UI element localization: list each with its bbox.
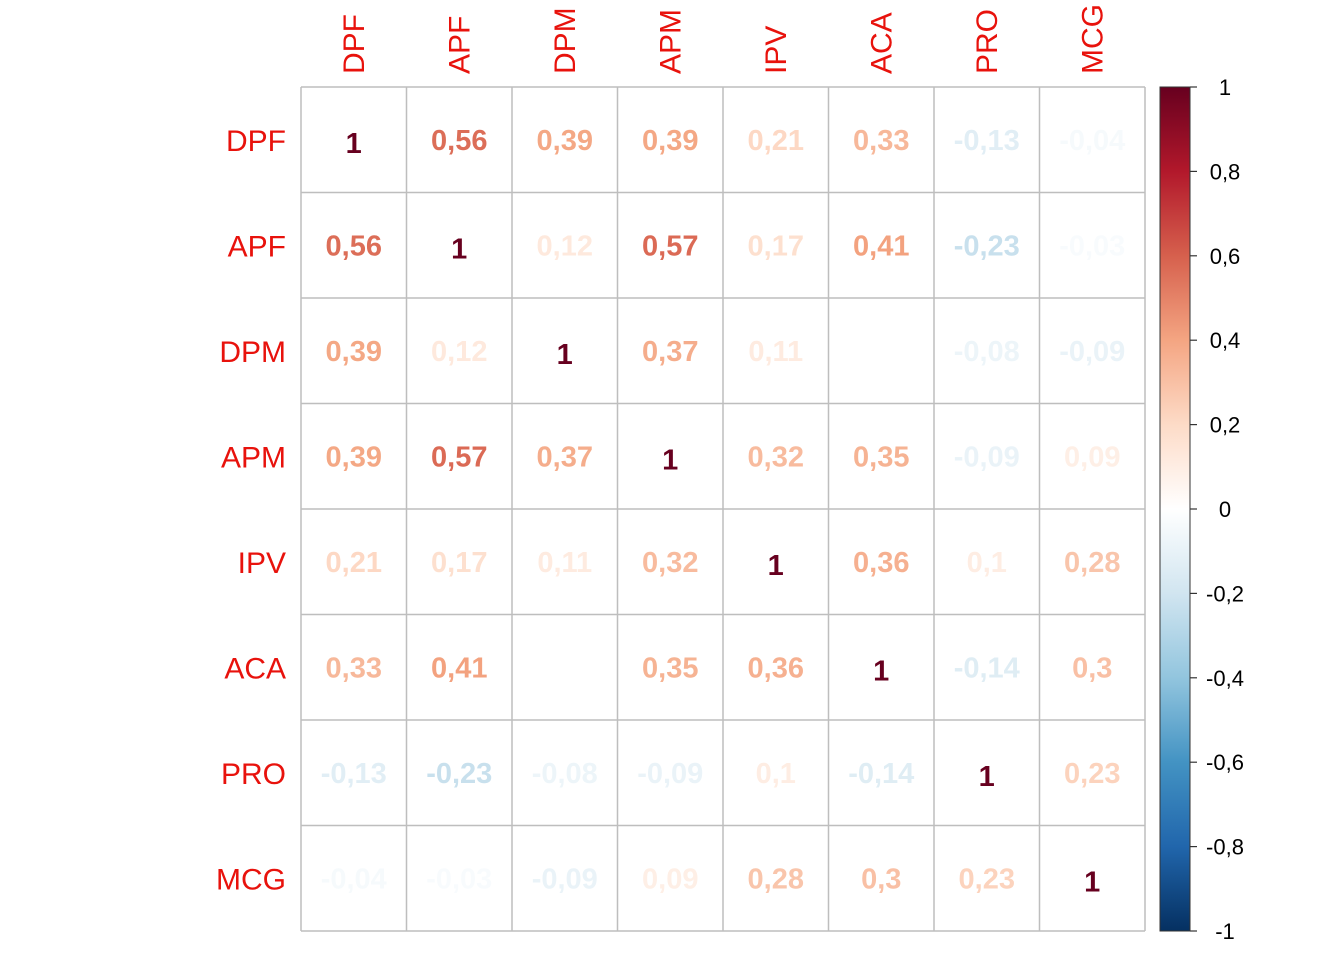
cell-value-apf-dpf: 0,56 — [326, 230, 382, 262]
cell-value-apm-apf: 0,57 — [431, 441, 487, 473]
col-label-apm: APM — [654, 9, 687, 74]
cell-value-pro-aca: -0,14 — [848, 758, 914, 790]
cell-value-apm-aca: 0,35 — [853, 441, 909, 473]
row-label-dpm: DPM — [219, 336, 286, 369]
cell-value-aca-mcg: 0,3 — [1072, 652, 1112, 684]
col-label-aca: ACA — [865, 12, 898, 74]
cell-value-aca-pro: -0,14 — [954, 652, 1020, 684]
column-labels: DPF APF DPM APM IPV ACA PRO MCG — [338, 4, 1110, 74]
cell-value-dpf-dpm: 0,39 — [537, 125, 593, 157]
cell-value-apm-mcg: 0,09 — [1064, 441, 1120, 473]
row-label-apf: APF — [228, 230, 286, 263]
cell-value-apf-apf: 1 — [451, 233, 467, 265]
cell-value-dpf-apm: 0,39 — [642, 125, 698, 157]
cell-value-aca-dpm: 0 — [557, 652, 573, 684]
cell-value-apm-pro: -0,09 — [954, 441, 1020, 473]
cell-value-apf-dpm: 0,12 — [537, 230, 593, 262]
cell-value-pro-apm: -0,09 — [637, 758, 703, 790]
cell-value-ipv-dpm: 0,11 — [537, 547, 592, 579]
row-label-dpf: DPF — [226, 125, 286, 158]
row-label-aca: ACA — [224, 652, 286, 685]
cell-value-dpf-aca: 0,33 — [853, 125, 909, 157]
row-labels: DPF APF DPM APM IPV ACA PRO MCG — [216, 125, 286, 897]
cell-value-ipv-apf: 0,17 — [431, 547, 487, 579]
cell-value-dpf-dpf: 1 — [346, 128, 362, 160]
cell-value-dpf-ipv: 0,21 — [748, 125, 804, 157]
colorbar-tick-label: -0,4 — [1206, 666, 1244, 691]
cell-value-dpm-ipv: 0,11 — [748, 336, 803, 368]
colorbar-tick-label: -1 — [1215, 919, 1235, 944]
colorbar-gradient — [1159, 86, 1191, 932]
cell-value-dpm-aca: 0 — [873, 336, 889, 368]
row-label-apm: APM — [221, 441, 286, 474]
col-label-dpf: DPF — [338, 14, 371, 74]
cell-value-aca-apm: 0,35 — [642, 652, 698, 684]
cell-value-dpm-dpm: 1 — [557, 339, 573, 371]
cell-value-pro-apf: -0,23 — [426, 758, 492, 790]
colorbar-tick-label: -0,6 — [1206, 750, 1244, 775]
cell-value-pro-pro: 1 — [979, 761, 995, 793]
cell-value-mcg-apf: -0,03 — [426, 863, 492, 895]
cell-value-aca-apf: 0,41 — [431, 652, 487, 684]
col-label-pro: PRO — [971, 9, 1004, 74]
row-label-mcg: MCG — [216, 863, 286, 896]
cell-value-ipv-mcg: 0,28 — [1064, 547, 1120, 579]
colorbar-legend: 1 0,8 0,6 0,4 0,2 0 -0,2 -0,4 -0,6 -0,8 -1 — [1159, 75, 1244, 944]
colorbar-tick-label: 0 — [1219, 497, 1231, 522]
cell-value-dpf-mcg: -0,04 — [1059, 125, 1125, 157]
colorbar-tick-label: -0,2 — [1206, 581, 1244, 606]
cell-value-mcg-apm: 0,09 — [642, 863, 698, 895]
cell-value-dpm-pro: -0,08 — [954, 336, 1020, 368]
cell-value-pro-dpm: -0,08 — [532, 758, 598, 790]
col-label-ipv: IPV — [760, 26, 793, 74]
cell-value-dpm-mcg: -0,09 — [1059, 336, 1125, 368]
cell-value-ipv-apm: 0,32 — [642, 547, 698, 579]
cell-value-apf-aca: 0,41 — [853, 230, 909, 262]
cell-value-apf-apm: 0,57 — [642, 230, 698, 262]
cell-value-ipv-aca: 0,36 — [853, 547, 909, 579]
cell-value-apm-dpf: 0,39 — [326, 441, 382, 473]
cell-value-ipv-pro: 0,1 — [967, 547, 1007, 579]
colorbar-tick-label: 0,8 — [1210, 159, 1241, 184]
col-label-apf: APF — [443, 16, 476, 74]
cell-value-dpm-apf: 0,12 — [431, 336, 487, 368]
cell-value-mcg-mcg: 1 — [1084, 866, 1100, 898]
cell-value-mcg-aca: 0,3 — [861, 863, 901, 895]
cell-value-dpm-apm: 0,37 — [642, 336, 698, 368]
cell-value-pro-dpf: -0,13 — [321, 758, 387, 790]
col-label-mcg: MCG — [1076, 4, 1109, 74]
cell-value-apf-mcg: -0,03 — [1059, 230, 1125, 262]
cell-value-apf-pro: -0,23 — [954, 230, 1020, 262]
colorbar-tick-label: 0,6 — [1210, 244, 1241, 269]
row-label-pro: PRO — [221, 758, 286, 791]
cell-grid — [300, 86, 1146, 932]
cell-value-aca-ipv: 0,36 — [748, 652, 804, 684]
cell-value-dpf-apf: 0,56 — [431, 125, 487, 157]
colorbar-tick-label: 0,4 — [1210, 328, 1241, 353]
cell-value-mcg-ipv: 0,28 — [748, 863, 804, 895]
cell-value-mcg-dpm: -0,09 — [532, 863, 598, 895]
colorbar-tick-label: 0,2 — [1210, 413, 1241, 438]
cell-value-apm-apm: 1 — [662, 444, 678, 476]
cell-value-mcg-pro: 0,23 — [959, 863, 1015, 895]
cell-value-ipv-ipv: 1 — [768, 550, 784, 582]
cell-value-dpf-pro: -0,13 — [954, 125, 1020, 157]
correlation-values: 1 0,56 0,39 0,39 0,21 0,33 -0,13 -0,04 0,56 1 0,12… — [321, 125, 1126, 899]
row-label-ipv: IPV — [238, 547, 286, 580]
colorbar-tick-label: 1 — [1219, 75, 1231, 100]
cell-value-ipv-dpf: 0,21 — [326, 547, 382, 579]
cell-value-dpm-dpf: 0,39 — [326, 336, 382, 368]
cell-value-mcg-dpf: -0,04 — [321, 863, 387, 895]
colorbar-tick-label: -0,8 — [1206, 835, 1244, 860]
cell-value-apm-dpm: 0,37 — [537, 441, 593, 473]
cell-value-apm-ipv: 0,32 — [748, 441, 804, 473]
col-label-dpm: DPM — [549, 7, 582, 74]
cell-value-pro-mcg: 0,23 — [1064, 758, 1120, 790]
cell-value-aca-aca: 1 — [873, 655, 889, 687]
cell-value-aca-dpf: 0,33 — [326, 652, 382, 684]
cell-value-pro-ipv: 0,1 — [756, 758, 796, 790]
cell-value-apf-ipv: 0,17 — [748, 230, 804, 262]
